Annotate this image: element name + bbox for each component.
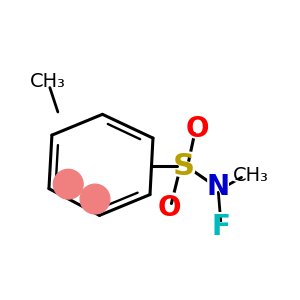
Text: N: N bbox=[204, 171, 232, 204]
Text: O: O bbox=[183, 113, 212, 146]
Circle shape bbox=[53, 169, 83, 199]
Text: CH₃: CH₃ bbox=[228, 163, 274, 187]
Text: O: O bbox=[186, 115, 209, 143]
Circle shape bbox=[80, 184, 110, 214]
Text: O: O bbox=[155, 191, 183, 224]
Text: S: S bbox=[173, 152, 195, 181]
Text: F: F bbox=[212, 213, 231, 241]
Text: N: N bbox=[207, 173, 230, 201]
Text: S: S bbox=[171, 149, 197, 183]
Text: O: O bbox=[158, 194, 181, 222]
Text: CH₃: CH₃ bbox=[233, 166, 269, 185]
Text: CH₃: CH₃ bbox=[24, 70, 70, 94]
Text: F: F bbox=[210, 211, 233, 244]
Text: CH₃: CH₃ bbox=[29, 72, 65, 91]
